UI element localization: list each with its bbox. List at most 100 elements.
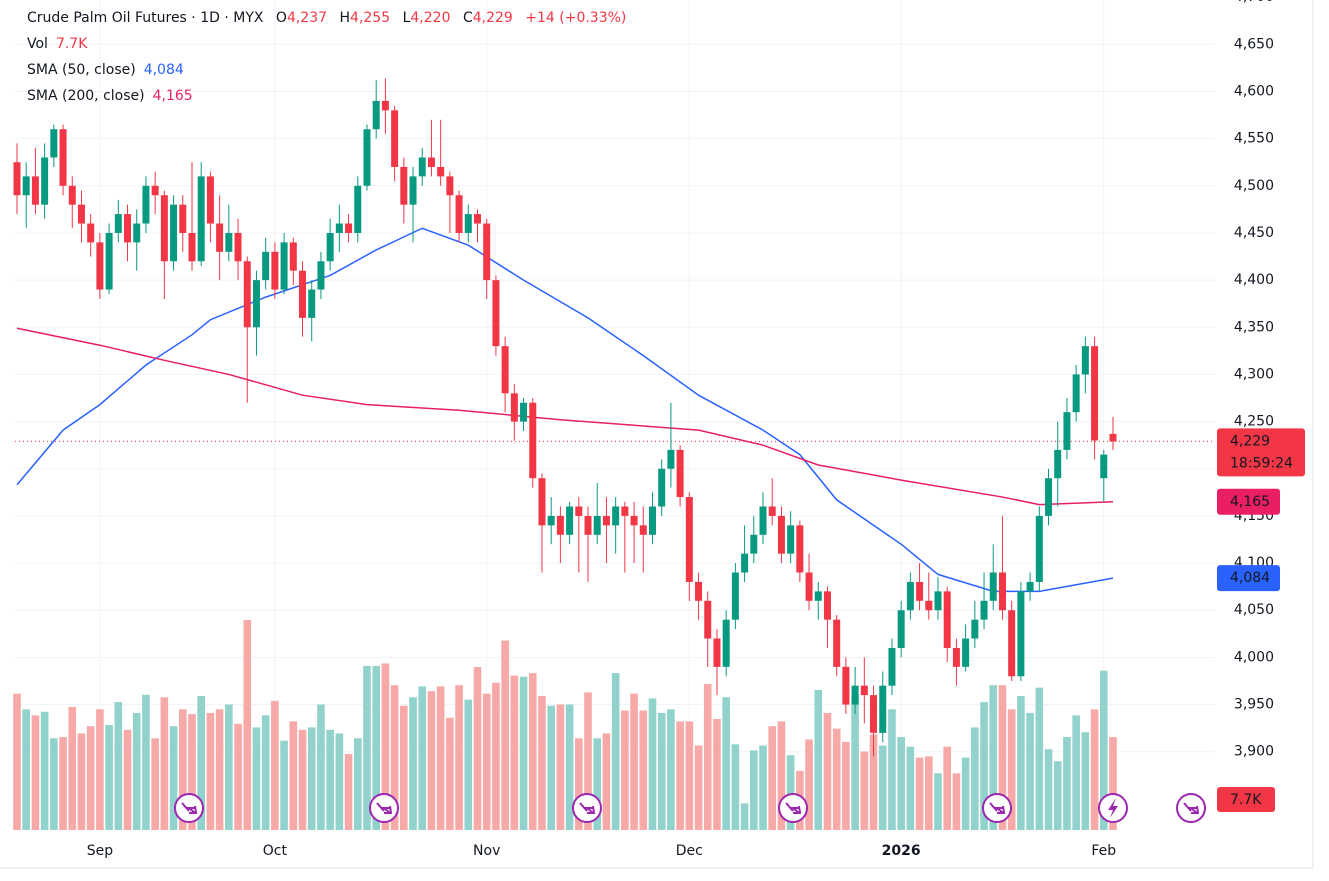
event-icon[interactable] — [174, 793, 204, 823]
close-value: 4,229 — [473, 10, 513, 26]
candle-body — [860, 685, 868, 696]
candle-body — [13, 162, 21, 196]
high-value: 4,255 — [350, 10, 390, 26]
candle-body — [41, 157, 49, 205]
candle-body — [750, 534, 758, 554]
last-price-label: 4,229 — [1230, 433, 1270, 449]
volume-bar — [206, 712, 215, 830]
volume-bar — [169, 726, 178, 830]
volume-bar — [86, 726, 95, 830]
candle-body — [464, 214, 472, 233]
candle-body — [1035, 515, 1043, 582]
candle-body — [59, 129, 67, 186]
candle-body — [510, 393, 518, 422]
close-key: C — [463, 10, 473, 26]
candle-body — [114, 214, 122, 233]
event-icon-arrow — [181, 802, 198, 814]
low-key: L — [403, 10, 411, 26]
candle-body — [363, 129, 371, 186]
volume-bar — [575, 738, 583, 830]
high-key: H — [340, 10, 351, 26]
candle-body — [704, 600, 712, 639]
candle-body — [96, 242, 104, 290]
y-tick-label: 4,400 — [1234, 272, 1274, 288]
volume-bar — [851, 697, 859, 830]
candle-body — [124, 214, 132, 243]
volume-bar — [317, 704, 325, 830]
candle-body — [676, 449, 684, 498]
volume-bar — [869, 734, 878, 830]
volume-bar — [759, 745, 767, 830]
y-tick-label: 4,650 — [1234, 36, 1274, 52]
event-icon-arrow — [579, 802, 596, 814]
event-icon[interactable] — [572, 793, 602, 823]
volume-bar — [1053, 761, 1062, 830]
event-icon[interactable] — [369, 793, 399, 823]
event-icon-arrow — [785, 802, 802, 814]
volume-bar — [482, 693, 491, 830]
candle-body — [427, 157, 435, 167]
volume-bar — [694, 745, 703, 830]
sma200-legend: SMA (200, close) 4,165 — [27, 88, 193, 104]
candle-body — [556, 515, 564, 535]
candle-body — [805, 572, 813, 601]
x-tick-label: Oct — [263, 843, 288, 859]
candle-body — [160, 195, 168, 262]
volume-bar — [114, 702, 123, 830]
volume-bar — [436, 686, 445, 830]
candle-body — [713, 638, 721, 667]
sma-line — [16, 227, 1114, 593]
candle-body — [418, 157, 426, 177]
event-icon[interactable] — [778, 793, 808, 823]
volume-bar — [703, 683, 712, 830]
volume-bar — [961, 757, 970, 830]
y-tick-label: 4,050 — [1234, 602, 1274, 618]
candle-body — [326, 232, 334, 262]
volume-bar — [611, 673, 620, 830]
event-icon[interactable] — [1098, 793, 1128, 823]
candle-body — [22, 176, 30, 196]
event-icon[interactable] — [1176, 793, 1206, 823]
volume-bar — [556, 704, 565, 830]
volume-bar — [657, 712, 666, 830]
candle-body — [1100, 454, 1108, 479]
volume-bar — [1081, 732, 1090, 830]
volume-bar — [565, 704, 574, 830]
candle-body — [409, 176, 417, 205]
volume-bar — [243, 620, 252, 830]
volume-bar — [915, 757, 924, 830]
volume-bar — [381, 663, 390, 830]
candle-body — [667, 449, 675, 469]
volume-bar — [750, 750, 758, 830]
sma-tag-label: 4,084 — [1230, 570, 1270, 586]
candle-body — [206, 176, 214, 224]
candle-body — [823, 591, 831, 620]
volume-bar — [740, 803, 749, 830]
volume-bar — [888, 709, 896, 830]
volume-bar — [77, 733, 86, 830]
event-icon[interactable] — [982, 793, 1012, 823]
volume-bar — [768, 726, 777, 830]
candle-body — [289, 242, 297, 271]
candle-body — [308, 289, 316, 318]
lightning — [1108, 798, 1118, 818]
candle-body — [234, 232, 242, 262]
candle-body — [658, 468, 666, 507]
candle-body — [971, 619, 979, 639]
volume-bar — [713, 718, 721, 830]
volume-bar — [878, 745, 887, 830]
y-tick-label: 3,950 — [1234, 697, 1274, 713]
volume-bar — [215, 709, 224, 830]
volume-bar — [584, 692, 592, 830]
low-value: 4,220 — [410, 10, 450, 26]
volume-bar — [446, 717, 454, 830]
y-tick-label: 4,700 — [1234, 0, 1274, 5]
volume-bar — [464, 699, 473, 830]
candle-body — [639, 525, 647, 535]
volume-bar — [980, 702, 988, 830]
sma-tag — [1217, 488, 1280, 515]
candle-body — [299, 270, 307, 318]
x-tick-label: Feb — [1091, 843, 1116, 859]
candle-body — [68, 185, 76, 205]
volume-bar — [924, 756, 933, 830]
